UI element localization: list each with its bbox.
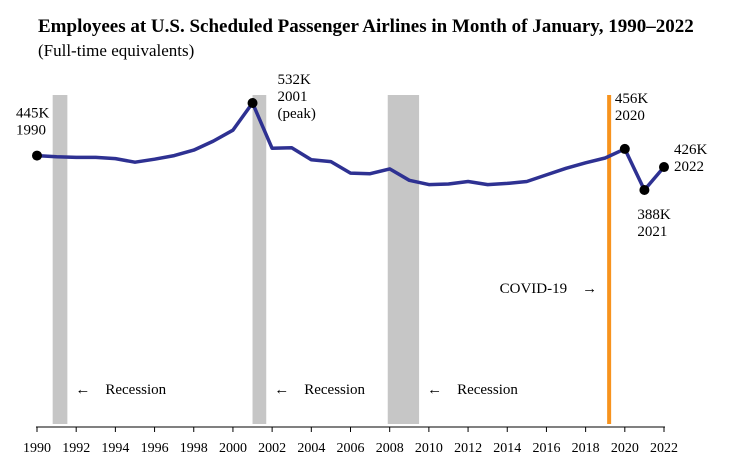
data-label-2020-2: 2020 [615, 108, 645, 124]
recession-label-2: ← Recession [274, 382, 365, 398]
x-tick-label-2004: 2004 [297, 441, 325, 456]
x-tick-label-1992: 1992 [62, 441, 90, 456]
data-point-2001 [247, 98, 258, 108]
x-tick-label-2022: 2022 [650, 441, 678, 456]
chart-title: Employees at U.S. Scheduled Passenger Ai… [38, 16, 694, 37]
recession-label-1: ← Recession [75, 382, 166, 398]
x-tick-label-2002: 2002 [258, 441, 286, 456]
series-line-1 [35, 101, 666, 192]
x-tick-label-1996: 1996 [141, 441, 169, 456]
data-point-2022 [659, 162, 669, 173]
recession-label-3: ← Recession [427, 382, 518, 398]
x-tick-label-2010: 2010 [415, 441, 443, 456]
x-tick-label-1998: 1998 [180, 441, 208, 456]
x-tick-label-2006: 2006 [337, 441, 365, 456]
x-tick-label-2000: 2000 [219, 441, 247, 456]
data-label-2021-1: 388K [637, 207, 671, 223]
data-label-1990-2: 1990 [16, 123, 46, 139]
data-label-2022-1: 426K [674, 142, 708, 158]
data-label-2022-2: 2022 [674, 159, 704, 175]
recession-bar-3 [387, 95, 420, 424]
x-tick-label-2012: 2012 [454, 441, 482, 456]
data-label-2020-1: 456K [615, 91, 649, 107]
x-tick-label-2008: 2008 [376, 441, 404, 456]
data-point-2021 [639, 185, 650, 195]
data-label-2001-3: (peak) [278, 106, 316, 122]
data-label-2021-2: 2021 [637, 224, 667, 240]
covid-label: COVID-19 → [500, 281, 598, 297]
x-tick-label-2020: 2020 [611, 441, 639, 456]
x-tick-label-2018: 2018 [572, 441, 600, 456]
recession-bar-2 [252, 95, 267, 424]
recession-bar-1 [52, 95, 68, 424]
data-point-2020 [619, 143, 630, 154]
x-tick-label-2016: 2016 [532, 441, 560, 456]
data-label-2001-1: 532K [278, 72, 312, 88]
x-tick-label-1990: 1990 [23, 441, 51, 456]
data-point-1990 [32, 150, 42, 161]
chart-subtitle: (Full-time equivalents) [38, 41, 195, 60]
x-tick-label-2014: 2014 [493, 441, 521, 456]
data-label-2001-2: 2001 [278, 89, 308, 105]
data-label-1990-1: 445K [16, 106, 50, 122]
x-tick-label-1994: 1994 [101, 441, 129, 456]
